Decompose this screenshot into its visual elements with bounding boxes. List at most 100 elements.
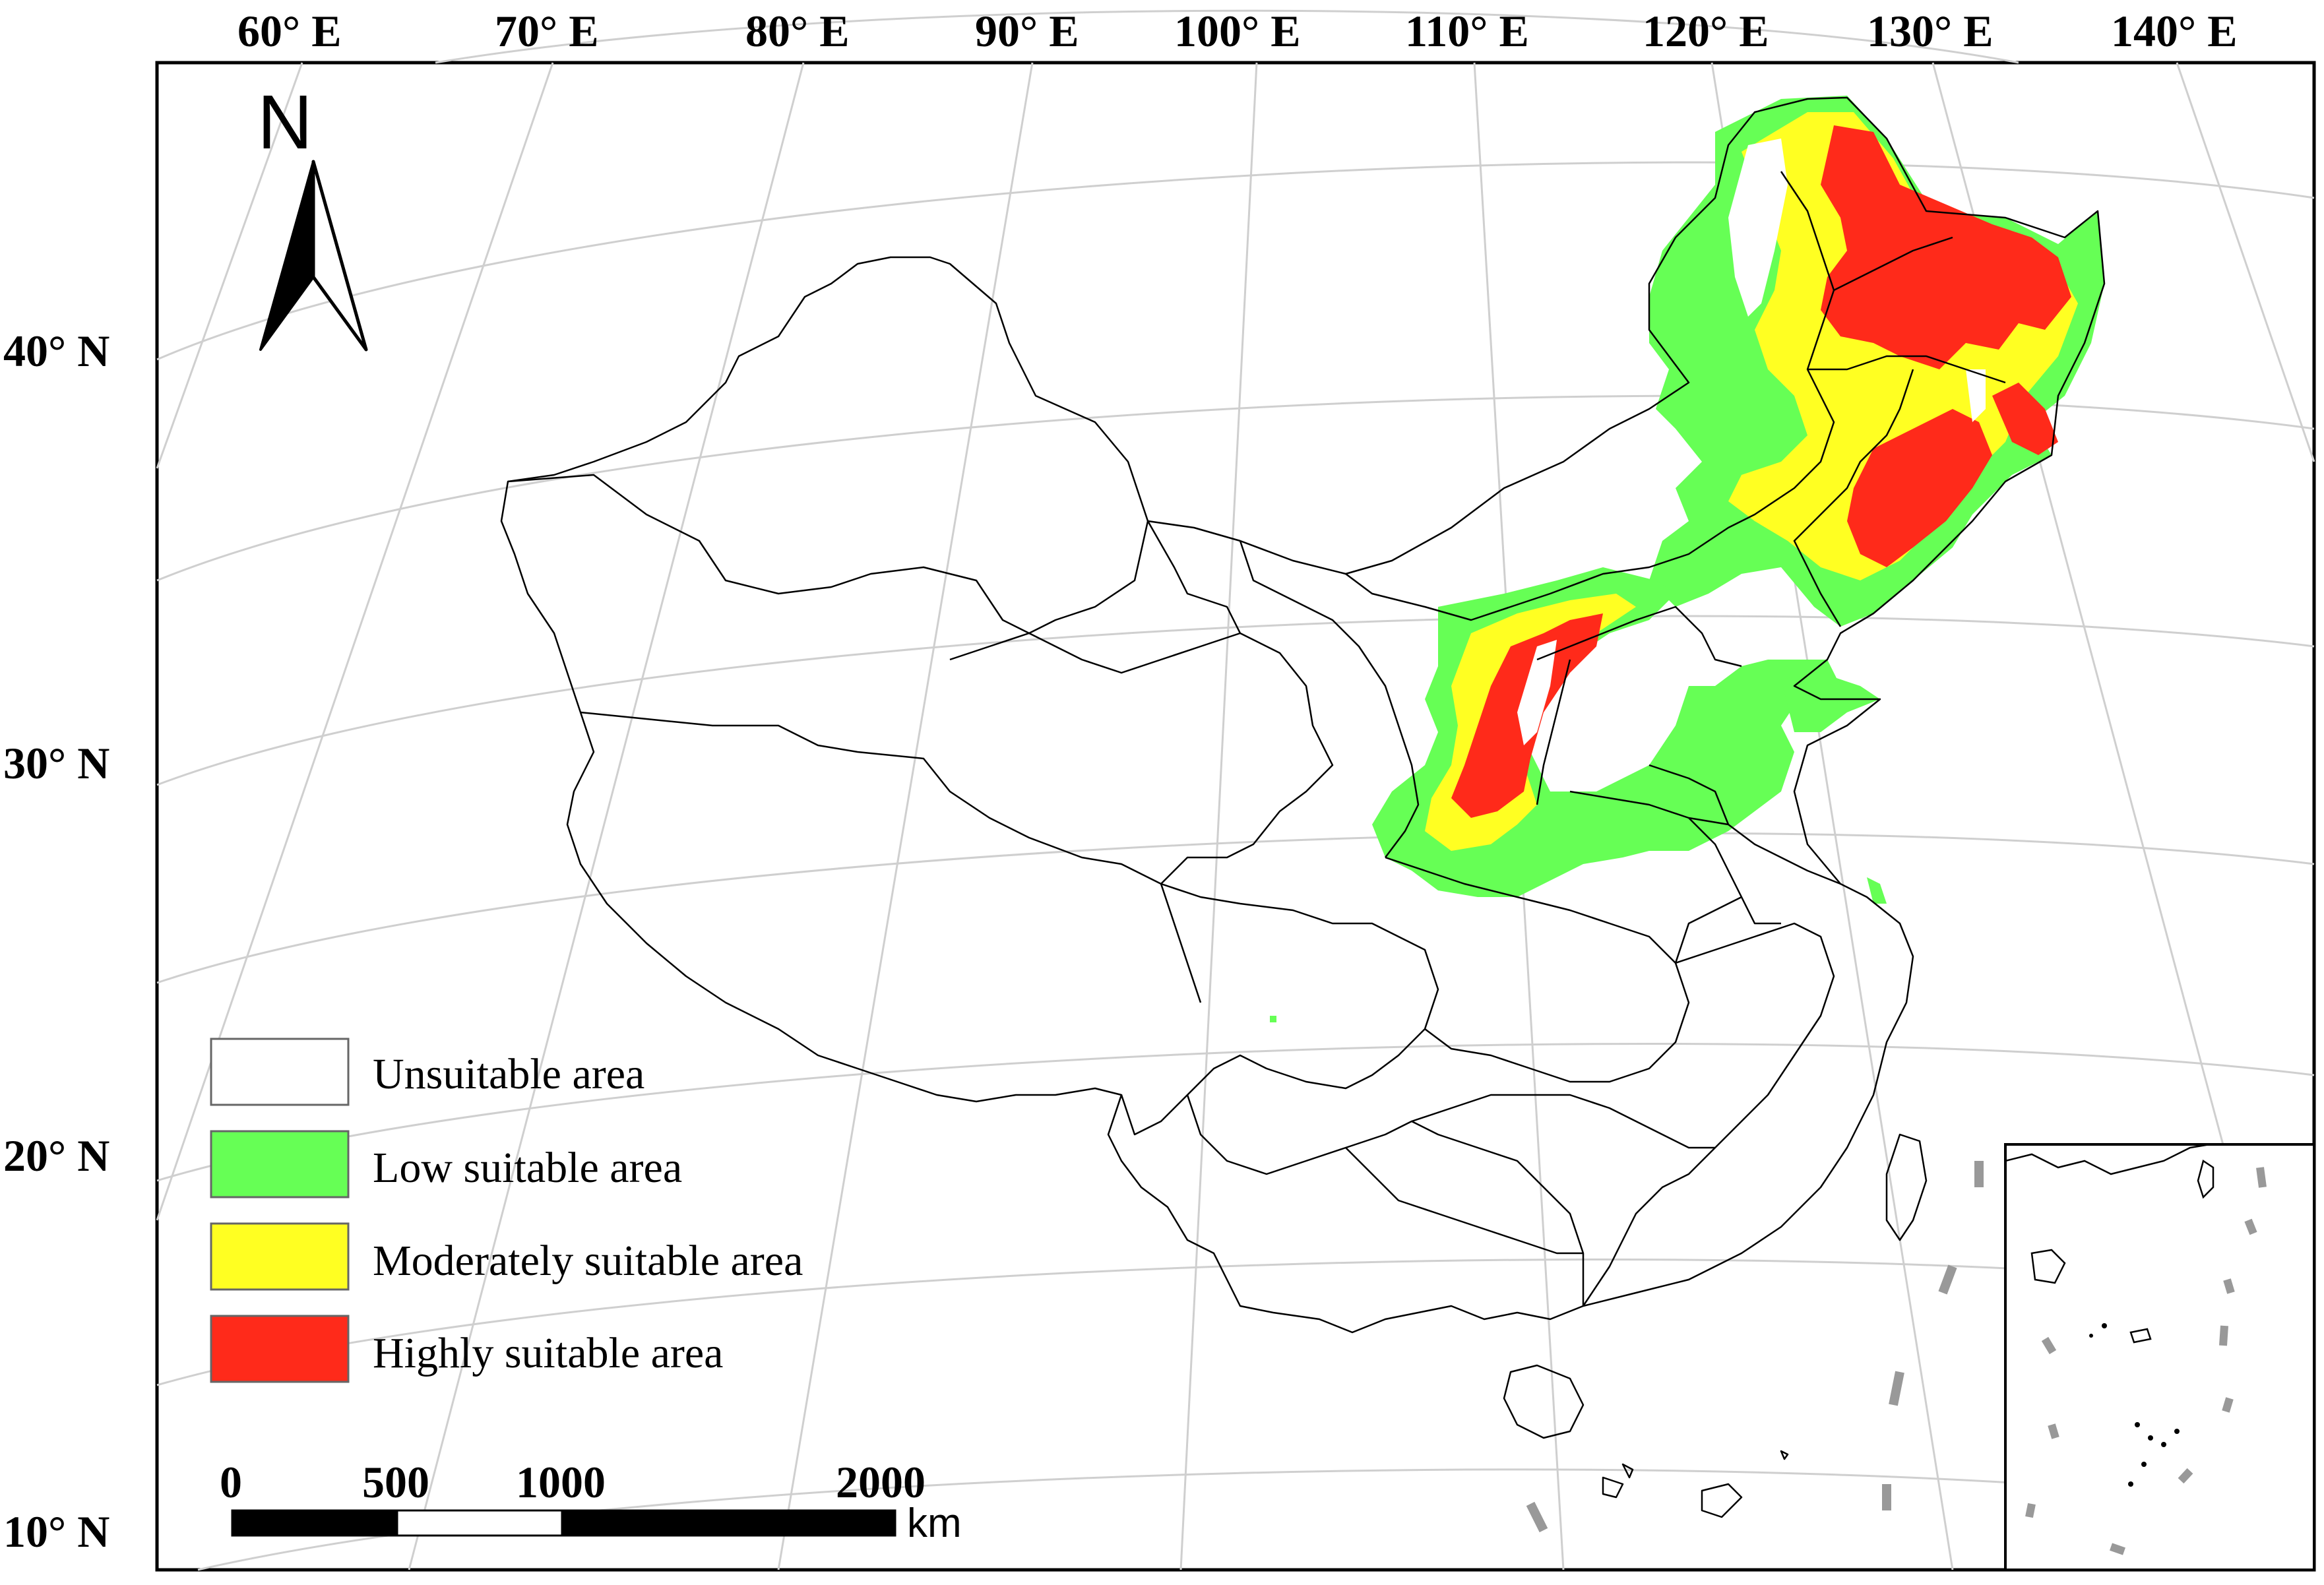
lon-label-140: 140° E [2111,6,2238,56]
inset-dashes [2025,1167,2267,1555]
inset-dash [2222,1397,2234,1413]
boundary-hubei-hunan [1385,856,1690,1083]
legend: Unsuitable area Low suitable area Modera… [210,1038,803,1383]
lat-label-10: 10° N [3,1507,110,1557]
graticule-lon-80 [408,62,805,1570]
zone-unsuitable-hole-2 [1966,369,1986,422]
zone-high-northeast-2 [1847,409,1992,567]
dash-segment [1526,1501,1548,1533]
dashed-line-segments [1526,1161,1984,1533]
legend-label-low: Low suitable area [373,1144,682,1192]
scale-segment-1 [231,1509,398,1537]
scale-tick-1000: 1000 [516,1457,606,1507]
legend-label-moderate: Moderately suitable area [373,1237,803,1285]
dash-segment [1938,1264,1957,1295]
inset-island [2135,1422,2140,1427]
inset-dash [2178,1468,2193,1484]
boundary-guangdong-guangxi [1345,1094,1715,1255]
graticule-lon-60 [156,62,303,469]
inset-island [2089,1334,2093,1338]
dash-segment [1889,1371,1904,1406]
lat-label-40: 40° N [3,326,110,376]
boundary-northeast [1793,236,2006,627]
inset-island [2141,1462,2147,1467]
graticule-lon-100 [1179,62,1258,1570]
inset-dash [2041,1336,2057,1355]
inset-dash [2110,1543,2125,1555]
inset-south-china-sea [2004,1143,2315,1571]
inset-island [2174,1429,2180,1434]
zone-unsuitable-hole-3 [1517,640,1557,745]
legend-swatch-low [210,1130,350,1198]
north-arrow-icon [259,160,368,352]
lon-label-120: 120° E [1643,6,1769,56]
latitude-labels: 40° N 30° N 20° N 10° N [3,326,110,1557]
lon-label-70: 70° E [495,6,599,56]
graticule-lon-140 [2176,62,2315,462]
lon-label-100: 100° E [1174,6,1301,56]
inset-taiwan [2197,1159,2214,1199]
lon-label-130: 130° E [1867,6,1994,56]
graticule-lat-25 [156,832,2315,984]
province-boundaries [500,96,2106,1518]
scale-tick-0: 0 [220,1457,242,1507]
zone-low-coast [1867,877,1887,904]
legend-swatch-high [210,1315,350,1383]
inset-dash [2025,1503,2036,1518]
lon-label-80: 80° E [745,6,850,56]
inset-island-ring [2129,1328,2152,1344]
zone-low-shandong [1781,673,1880,732]
scale-segment-3 [561,1509,896,1537]
inset-dash [2244,1218,2257,1235]
lat-label-30: 30° N [3,738,110,788]
inset-hainan [2030,1249,2066,1284]
boundary-anhui-jiangsu [1674,817,1781,964]
scale-tick-2000: 2000 [836,1457,926,1507]
hainan-island [1503,1364,1585,1439]
legend-swatch-unsuitable [210,1038,350,1106]
suitability-zones [1270,96,2104,1022]
zone-high-northeast-1 [1821,125,2071,369]
graticule-lon-70 [156,62,554,1221]
graticule-lat-20 [156,1043,2315,1182]
lon-label-90: 90° E [975,6,1079,56]
boundary-gansu [1146,520,1420,858]
scale-bar: 0 500 1000 2000 km [220,1457,962,1546]
inset-dash [2048,1423,2059,1439]
taiwan-island [1885,1133,1928,1241]
boundary-hebei-shanxi [1536,606,1742,805]
inset-island [2148,1435,2153,1441]
scale-unit: km [907,1501,962,1546]
legend-label-unsuitable: Unsuitable area [373,1050,644,1098]
inset-islands [2089,1323,2180,1487]
boundary-tibet [580,711,1202,1003]
boundary-sichuan [1120,883,1439,1136]
inset-coastline [2005,1143,2211,1175]
boundary-qinghai [949,632,1334,885]
graticule-lat-45 [435,9,2019,64]
boundary-henan-shandong [1569,764,1841,885]
lon-label-60: 60° E [237,6,342,56]
inset-dash [2256,1167,2267,1188]
inset-island [2161,1442,2166,1447]
scale-tick-500: 500 [362,1457,429,1507]
graticule-lon-90 [777,62,1034,1570]
longitude-labels: 60° E 70° E 80° E 90° E 100° E 110° E 12… [237,6,2238,56]
lat-label-20: 20° N [3,1131,110,1181]
inset-island [2128,1481,2133,1487]
boundary-inner-mongolia [1345,171,1835,621]
legend-swatch-moderate [210,1222,350,1291]
zone-unsuitable-hole-1 [1728,139,1788,317]
lon-label-110: 110° E [1405,6,1529,56]
boundary-jiangxi-fujian [1582,922,1835,1307]
inset-dash [2223,1278,2235,1294]
inset-island [2102,1323,2107,1328]
zone-high-northeast-3 [1992,383,2058,455]
inset-dash [2219,1325,2228,1346]
legend-label-high: Highly suitable area [373,1329,723,1377]
national-boundary [500,96,2106,1334]
graticule-lat-40 [156,161,2315,361]
zone-low-speck [1270,1016,1276,1022]
inset-frame [2004,1143,2315,1571]
graticule-lat-30 [156,615,2315,786]
